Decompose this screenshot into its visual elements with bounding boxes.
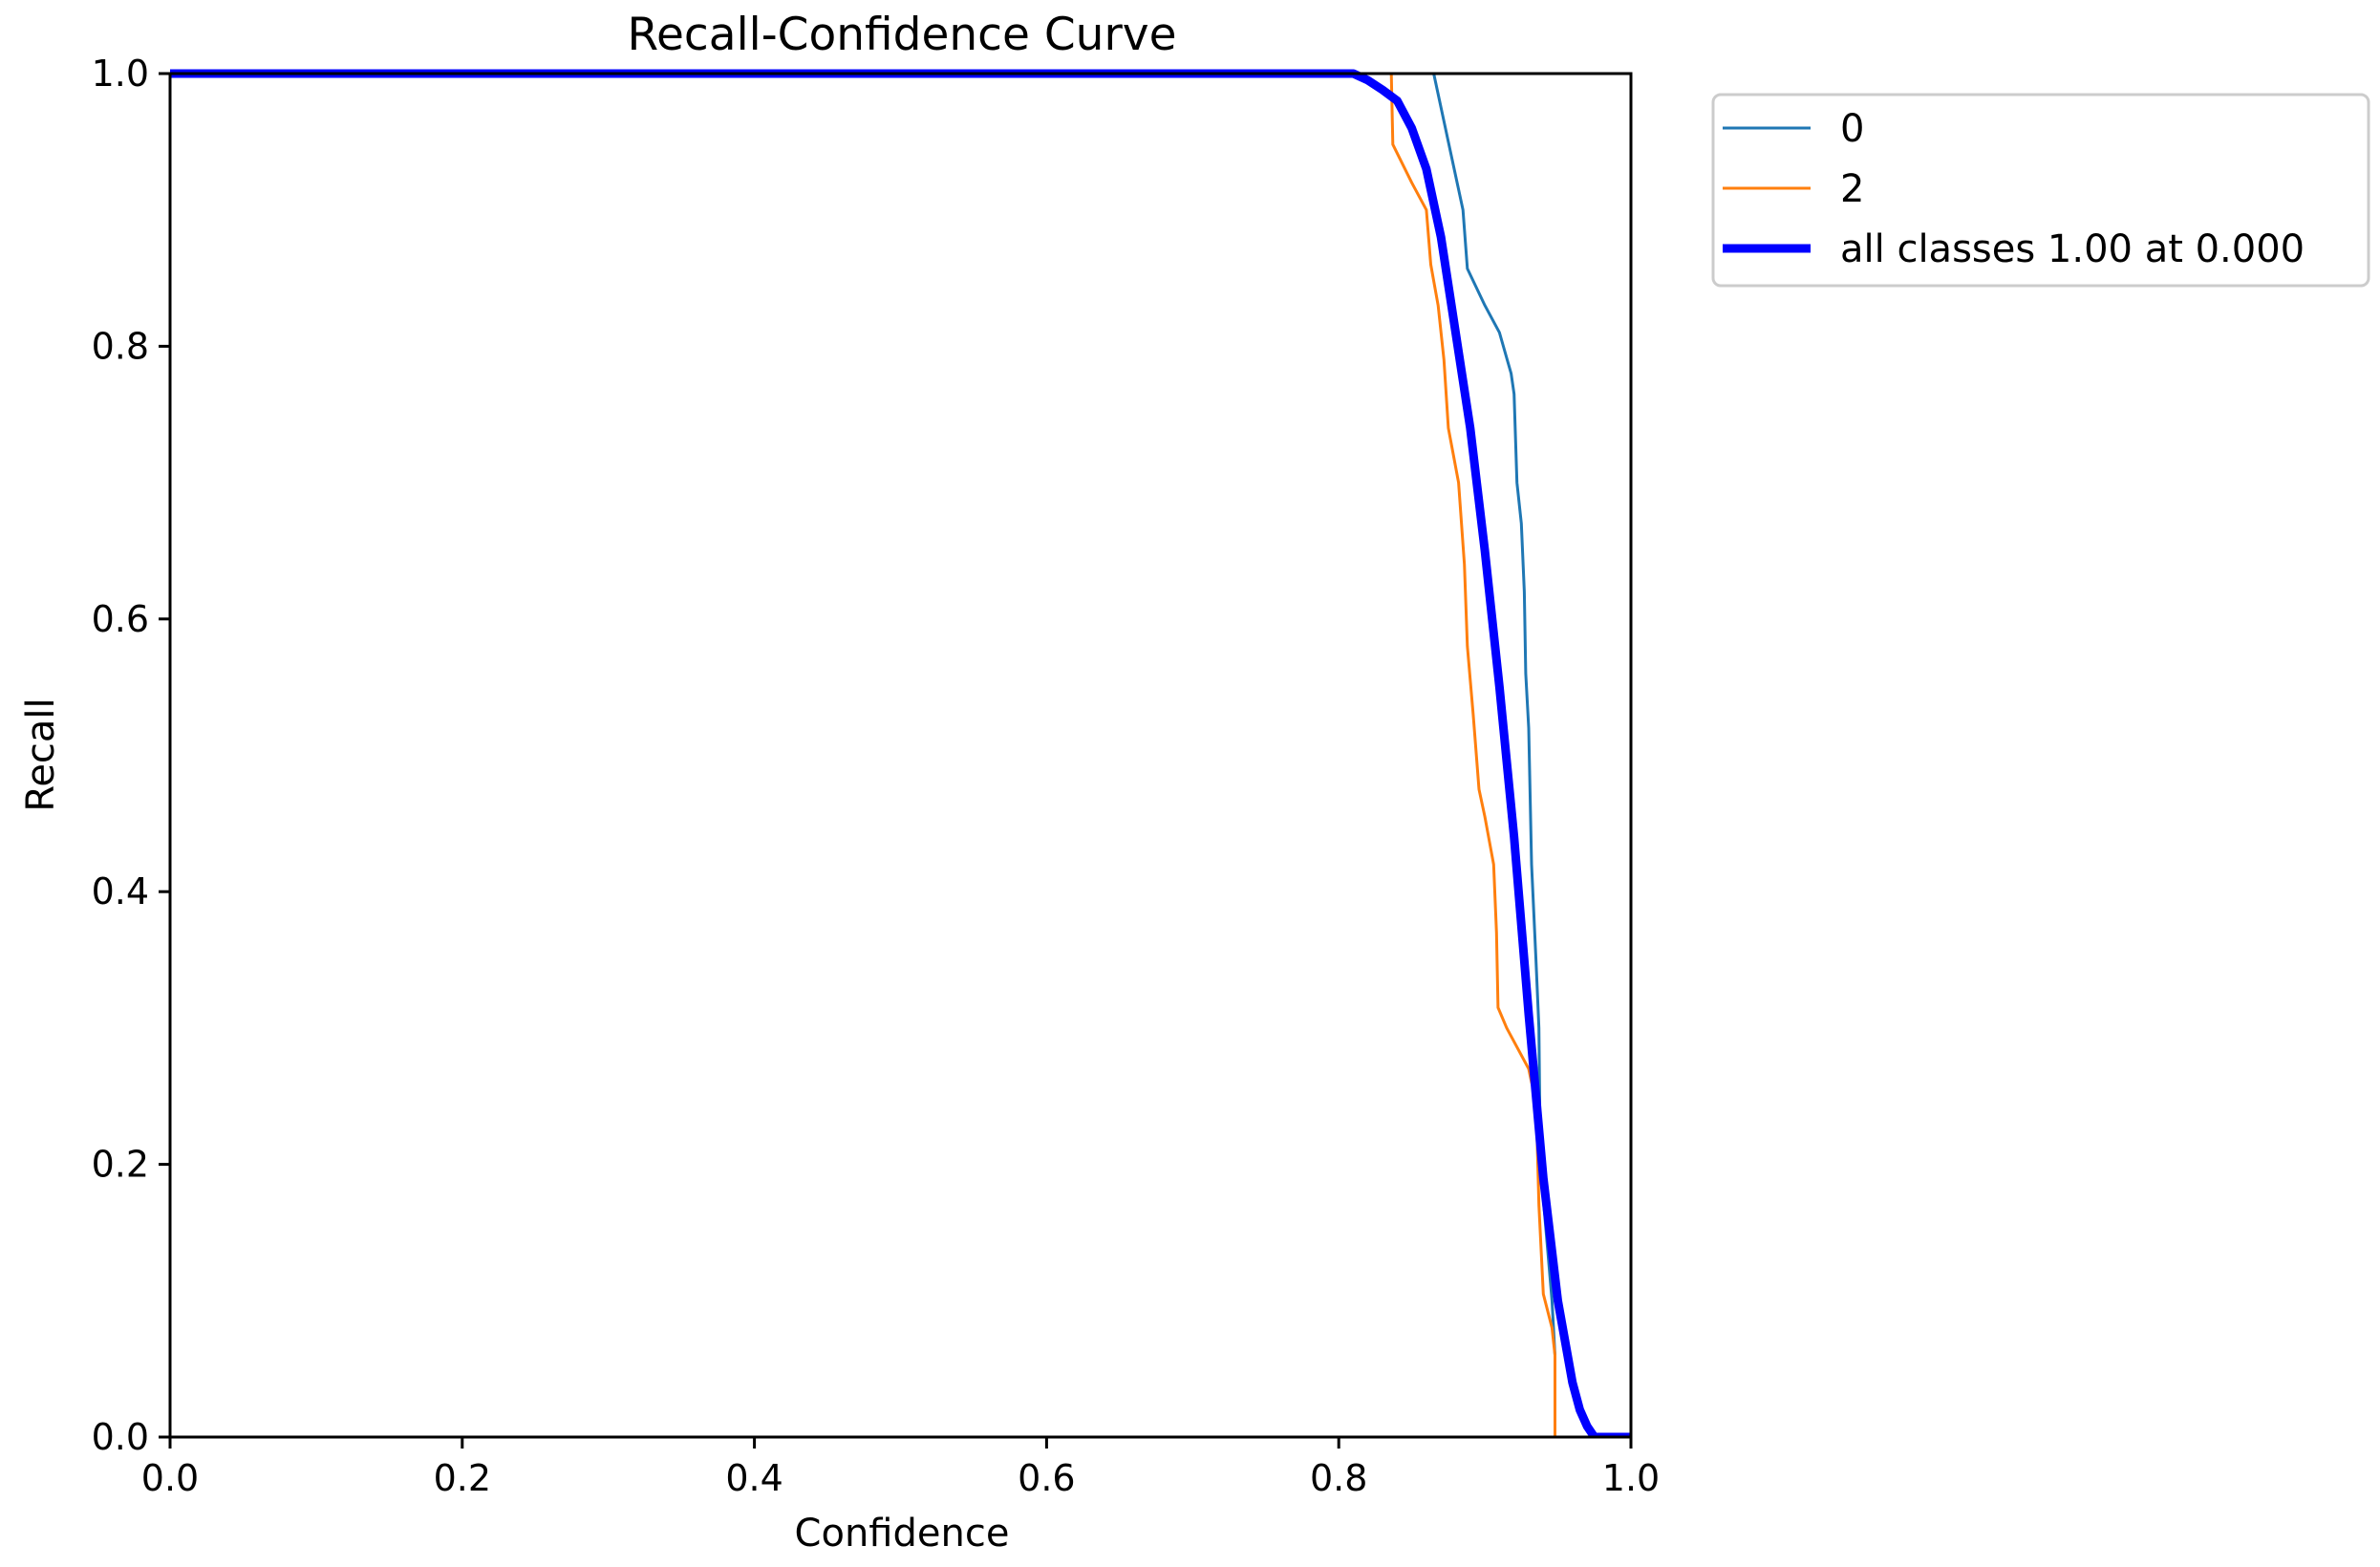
legend-box xyxy=(1711,93,2370,288)
y-tick-label: 1.0 xyxy=(92,53,149,95)
y-tick-label: 0.6 xyxy=(92,598,149,640)
x-tick-label: 0.2 xyxy=(434,1457,491,1499)
chart-title: Recall-Confidence Curve xyxy=(627,9,1176,61)
x-tick-label: 0.0 xyxy=(141,1457,199,1499)
x-tick-label: 0.4 xyxy=(725,1457,783,1499)
legend-label-2: all classes 1.00 at 0.000 xyxy=(1840,227,2305,271)
plot-frame xyxy=(168,72,1633,1439)
legend: 0 2 all classes 1.00 at 0.000 xyxy=(1711,93,2370,288)
y-tick-label: 0.4 xyxy=(92,870,149,912)
x-axis-label: Confidence xyxy=(795,1512,1010,1556)
legend-label-0: 0 xyxy=(1840,107,1864,151)
x-tick-label: 0.6 xyxy=(1018,1457,1075,1499)
legend-label-1: 2 xyxy=(1840,167,1864,211)
x-tick-label: 0.8 xyxy=(1310,1457,1367,1499)
y-tick-label: 0.8 xyxy=(92,325,149,367)
series-line-1 xyxy=(170,72,1631,1437)
x-tick-label: 1.0 xyxy=(1602,1457,1660,1499)
y-tick-label: 0.0 xyxy=(92,1416,149,1458)
series-line-2 xyxy=(170,69,1631,1437)
series-line-0 xyxy=(170,72,1631,1437)
y-tick-label: 0.2 xyxy=(92,1144,149,1186)
y-axis-label: Recall xyxy=(19,698,63,811)
